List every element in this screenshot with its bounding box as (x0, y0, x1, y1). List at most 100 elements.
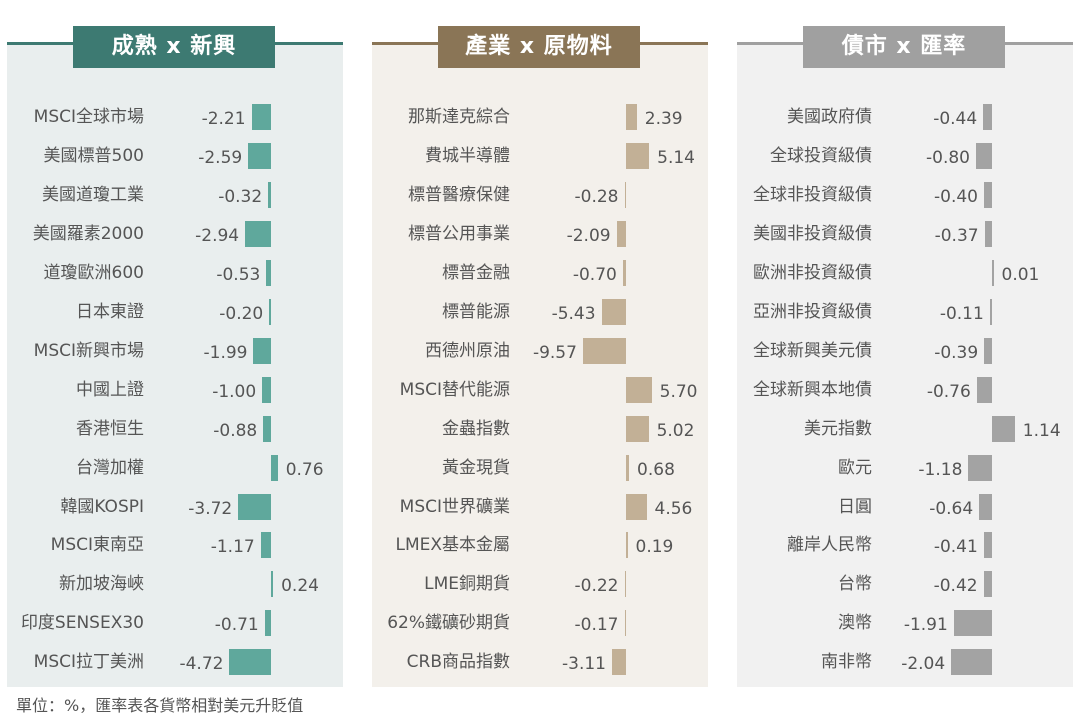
panel-title: 成熟 x 新興 (73, 26, 275, 68)
bar (263, 415, 271, 442)
data-label: -0.53 (216, 264, 261, 285)
category-label: 美元指數 (804, 418, 872, 439)
bar (989, 298, 992, 325)
bar (245, 220, 271, 247)
category-label: 澳幣 (838, 613, 872, 634)
bar (968, 454, 992, 481)
bar (262, 376, 271, 403)
data-label: -0.41 (933, 537, 978, 558)
data-label: -2.21 (201, 109, 246, 129)
category-label: 全球投資級債 (770, 145, 872, 166)
bar (622, 259, 626, 286)
bar (951, 649, 992, 676)
bar (626, 493, 647, 520)
bar (624, 610, 626, 637)
category-label: 全球非投資級債 (753, 184, 872, 205)
category-label: CRB商品指數 (406, 652, 510, 673)
data-label: -0.40 (934, 186, 978, 207)
data-label: -0.28 (574, 186, 619, 207)
bar (983, 571, 992, 598)
category-label: MSCI全球市場 (33, 107, 144, 127)
data-label: -0.70 (572, 264, 617, 285)
data-label: -0.64 (929, 498, 974, 519)
data-label: -2.04 (901, 654, 946, 675)
category-label: 西德州原油 (425, 340, 510, 361)
category-label: 62%鐵礦砂期貨 (387, 613, 510, 634)
data-label: -0.42 (933, 576, 978, 597)
data-label: -0.71 (214, 615, 259, 636)
category-label: 那斯達克綜合 (408, 107, 510, 127)
category-label: 標普能源 (442, 301, 510, 322)
data-label: -1.17 (210, 537, 255, 558)
data-label: -0.32 (218, 186, 263, 207)
data-label: -0.44 (933, 109, 978, 129)
data-label: 1.14 (1022, 420, 1061, 441)
bar (626, 415, 649, 442)
bar (626, 454, 630, 481)
bar (992, 415, 1015, 442)
category-label: 日圓 (838, 496, 872, 517)
bar (251, 104, 271, 130)
bar (616, 220, 626, 247)
bar (992, 259, 994, 286)
bar (582, 337, 626, 364)
category-label: LME銅期貨 (424, 574, 510, 595)
footer-note: 單位：%，匯率表各貨幣相對美元升貶值 (16, 696, 304, 715)
category-label: 美國標普500 (43, 145, 144, 166)
data-label: -1.99 (203, 342, 248, 363)
bar (626, 532, 628, 559)
data-label: -2.09 (566, 225, 611, 246)
data-label: -0.20 (219, 303, 264, 324)
data-label: -2.94 (195, 225, 240, 246)
data-label: -1.00 (212, 381, 257, 402)
bar (984, 181, 992, 208)
category-label: 全球新興美元債 (753, 340, 872, 361)
category-label: MSCI世界礦業 (399, 496, 510, 517)
data-label: -0.22 (574, 576, 619, 597)
bar (601, 298, 626, 325)
category-label: 歐元 (838, 457, 872, 478)
category-label: MSCI替代能源 (399, 379, 510, 400)
data-label: 0.76 (285, 459, 324, 480)
category-label: MSCI拉丁美洲 (33, 652, 144, 673)
category-label: 道瓊歐洲600 (43, 262, 144, 283)
data-label: 0.19 (635, 537, 674, 558)
data-label: 4.56 (654, 498, 693, 519)
bar (626, 142, 650, 169)
category-label: 費城半導體 (425, 145, 510, 166)
data-label: -2.59 (198, 147, 243, 168)
category-label: 標普公用事業 (408, 223, 510, 244)
category-label: 美國羅素2000 (32, 223, 144, 244)
category-label: 全球新興本地債 (753, 379, 872, 400)
category-label: 美國道瓊工業 (42, 184, 144, 205)
data-label: -0.11 (939, 303, 984, 324)
bar (264, 610, 271, 637)
bar (266, 259, 271, 286)
category-label: 黃金現貨 (442, 457, 510, 478)
bar (271, 454, 278, 481)
data-label: 0.24 (281, 576, 319, 597)
data-label: 5.70 (659, 381, 698, 402)
category-label: 標普金融 (442, 262, 510, 283)
bar (271, 571, 274, 598)
category-label: 台幣 (838, 574, 872, 595)
category-label: 歐洲非投資級債 (753, 262, 872, 283)
category-label: 韓國KOSPI (60, 496, 144, 517)
bar (260, 532, 271, 559)
category-label: 美國政府債 (787, 107, 872, 127)
category-label: MSCI新興市場 (33, 340, 144, 361)
bar (626, 104, 637, 130)
bar (229, 649, 271, 676)
data-label: 5.02 (656, 420, 695, 441)
panel-background (7, 45, 343, 687)
bar (976, 376, 992, 403)
bar (624, 571, 626, 598)
bar (238, 493, 271, 520)
bar (624, 181, 626, 208)
data-label: -0.76 (926, 381, 971, 402)
data-label: -9.57 (532, 342, 577, 363)
bar (984, 220, 992, 247)
data-label: -0.88 (213, 420, 258, 441)
data-label: -0.80 (926, 147, 970, 168)
data-label: -3.11 (562, 654, 607, 675)
